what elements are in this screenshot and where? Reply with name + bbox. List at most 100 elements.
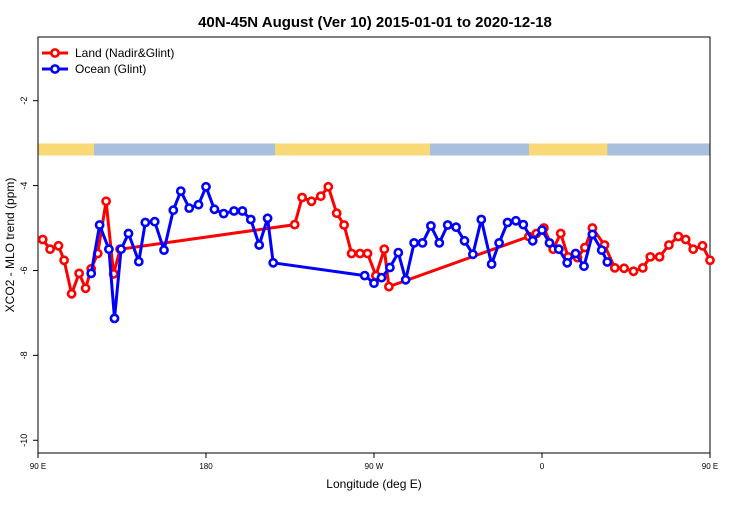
data-point (116, 244, 126, 255)
data-point (602, 257, 613, 267)
data-point (459, 235, 470, 246)
data-point (451, 222, 461, 233)
data-point (570, 248, 581, 259)
land-band (528, 143, 608, 156)
data-point (688, 244, 699, 255)
data-point (331, 208, 342, 219)
land-band (38, 143, 94, 156)
data-point (297, 192, 307, 203)
data-point (229, 206, 239, 216)
data-point (306, 196, 317, 207)
x-axis-label: Longitude (deg E) (326, 477, 421, 491)
data-point (609, 262, 620, 273)
data-point (379, 244, 390, 255)
data-point (193, 199, 204, 210)
data-point (537, 225, 547, 235)
data-point (149, 216, 160, 227)
data-point (705, 255, 715, 266)
data-point (637, 262, 648, 273)
data-point (409, 237, 419, 248)
y-axis-label: XCO2 - MLO trend (ppm) (3, 178, 17, 313)
data-point (254, 240, 265, 250)
data-point (159, 245, 169, 255)
data-point (467, 249, 478, 260)
data-point (369, 278, 379, 289)
data-point (45, 244, 55, 255)
data-point (697, 240, 708, 251)
data-point (425, 220, 436, 231)
data-point (434, 237, 445, 248)
data-point (168, 205, 179, 216)
data-point (579, 261, 589, 272)
data-point (442, 220, 453, 230)
legend-marker (50, 64, 60, 74)
data-point (417, 237, 428, 248)
data-point (596, 245, 607, 255)
y-axis: -2 -4 -6 -8 -10 (19, 97, 38, 447)
data-point (680, 234, 691, 245)
data-point (562, 257, 573, 268)
data-point (201, 181, 211, 192)
data-point (587, 229, 598, 240)
data-point (645, 251, 656, 262)
data-point (262, 213, 273, 224)
series-ocean (86, 181, 613, 324)
data-point (175, 186, 186, 196)
data-point (494, 237, 504, 248)
data-point (133, 256, 144, 267)
data-point (476, 214, 487, 225)
data-point (74, 268, 84, 279)
data-point (209, 204, 220, 215)
data-point (123, 228, 134, 239)
y-tick-label: -6 (19, 266, 29, 274)
data-point (502, 217, 513, 228)
data-point (355, 248, 365, 259)
data-point (544, 237, 555, 248)
legend: Land (Nadir&Glint) Ocean (Glint) (42, 46, 174, 76)
chart-title: 40N-45N August (Ver 10) 2015-01-01 to 20… (198, 14, 552, 31)
data-point (376, 272, 387, 283)
series-land (37, 181, 715, 299)
legend-label: Land (Nadir&Glint) (75, 46, 174, 60)
y-tick-label: -4 (19, 182, 29, 190)
data-point (553, 244, 564, 255)
data-point (527, 235, 538, 246)
data-point (673, 231, 684, 242)
data-point (400, 274, 411, 285)
data-point (555, 228, 566, 239)
y-tick-label: -8 (19, 351, 29, 359)
data-point (66, 288, 77, 299)
data-point (109, 313, 120, 324)
data-point (140, 217, 151, 228)
data-point (59, 255, 69, 266)
data-point (486, 259, 497, 269)
data-point (654, 251, 665, 262)
y-tick-label: -10 (19, 434, 29, 447)
data-point (315, 191, 326, 202)
x-tick-label: 0 (540, 462, 545, 471)
data-point (184, 203, 195, 213)
data-point (218, 208, 229, 219)
data-point (245, 214, 256, 225)
data-point (339, 220, 349, 230)
data-point (619, 263, 629, 274)
y-tick-label: -2 (19, 97, 29, 105)
data-point (383, 281, 394, 292)
data-point (518, 219, 529, 230)
data-point (86, 268, 97, 279)
data-point (664, 240, 674, 250)
data-point (104, 244, 114, 255)
x-tick-label: 90 W (365, 462, 384, 471)
land-band (275, 143, 430, 156)
data-point (359, 270, 370, 281)
data-point (53, 240, 64, 251)
data-point (384, 262, 395, 273)
x-tick-label: 90 E (702, 462, 718, 471)
data-point (237, 206, 248, 216)
legend-marker (50, 48, 60, 58)
data-point (289, 219, 300, 230)
data-point (323, 181, 334, 192)
data-point (101, 196, 111, 207)
